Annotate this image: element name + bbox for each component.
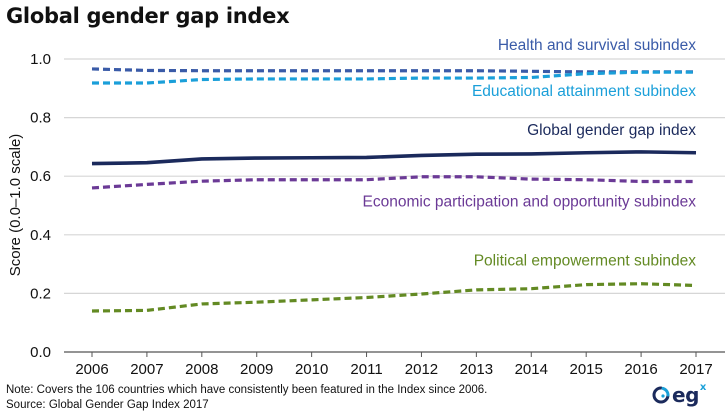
x-tick-label: 2009 bbox=[240, 361, 273, 378]
series-line-global-gender-gap-index bbox=[91, 150, 697, 166]
x-tick-label: 2014 bbox=[515, 361, 548, 378]
series-label: Political empowerment subindex bbox=[474, 252, 697, 269]
x-tick-label: 2013 bbox=[460, 361, 493, 378]
y-tick-label: 0.6 bbox=[30, 168, 51, 185]
x-tick-label: 2010 bbox=[295, 361, 328, 378]
egx-logo-icon bbox=[652, 386, 670, 404]
series-labels: Health and survival subindex Educational … bbox=[363, 37, 697, 270]
series-line-economic-participation-and-opportunity-subindex bbox=[91, 175, 696, 190]
series-lines bbox=[91, 67, 697, 313]
y-tick-label: 0.0 bbox=[30, 344, 51, 361]
footnote-note: Note: Covers the 106 countries which hav… bbox=[6, 384, 488, 396]
series-line-educational-attainment-subindex bbox=[92, 70, 696, 85]
x-tick-label: 2007 bbox=[130, 361, 163, 378]
x-tick-label: 2015 bbox=[569, 361, 602, 378]
series-label: Economic participation and opportunity s… bbox=[363, 193, 697, 210]
x-tick-label: 2008 bbox=[185, 361, 218, 378]
logo-text: egx bbox=[672, 382, 706, 407]
grid-lines bbox=[64, 58, 725, 294]
brand-logo: egx bbox=[652, 381, 722, 409]
x-axis: 2006 2007 2008 2009 2010 2011 2012 2013 2014 2015… bbox=[64, 351, 725, 378]
x-tick-label: 2016 bbox=[624, 361, 657, 378]
series-label: Health and survival subindex bbox=[498, 37, 696, 54]
y-tick-label: 0.8 bbox=[30, 110, 51, 127]
y-tick-label: 0.4 bbox=[30, 227, 51, 244]
series-line-political-empowerment-subindex bbox=[91, 282, 697, 313]
y-tick-label: 1.0 bbox=[30, 51, 51, 68]
series-line-health-and-survival-subindex bbox=[91, 67, 696, 74]
series-label: Educational attainment subindex bbox=[472, 83, 696, 100]
chart-title: Global gender gap index bbox=[6, 4, 290, 28]
x-tick-label: 2006 bbox=[75, 361, 108, 378]
x-tick-label: 2017 bbox=[679, 361, 712, 378]
y-tick-label: 0.2 bbox=[30, 285, 51, 302]
y-tick-labels: 0.0 0.2 0.4 0.6 0.8 1.0 bbox=[30, 51, 51, 361]
series-label: Global gender gap index bbox=[527, 122, 696, 139]
y-axis-label: Score (0.0–1.0 scale) bbox=[7, 134, 24, 277]
x-tick-label: 2011 bbox=[350, 361, 382, 378]
footnote-source: Source: Global Gender Gap Index 2017 bbox=[6, 399, 209, 411]
x-tick-label: 2012 bbox=[405, 361, 438, 378]
